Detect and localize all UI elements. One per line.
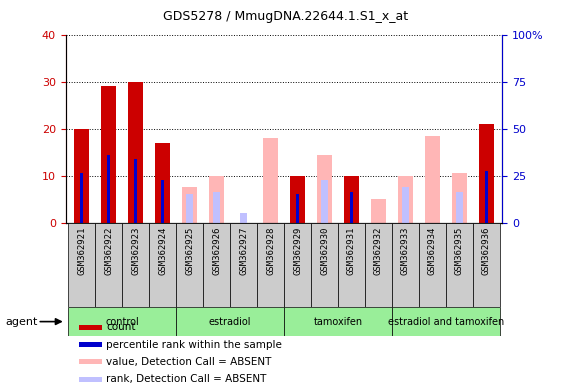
Text: estradiol: estradiol	[209, 316, 251, 327]
Bar	[79, 342, 102, 347]
Text: GSM362927: GSM362927	[239, 227, 248, 275]
Text: GSM362936: GSM362936	[482, 227, 491, 275]
Bar	[371, 199, 386, 223]
Bar	[182, 187, 197, 223]
FancyBboxPatch shape	[203, 223, 230, 307]
Text: GSM362934: GSM362934	[428, 227, 437, 275]
Bar	[350, 192, 353, 223]
Text: GSM362930: GSM362930	[320, 227, 329, 275]
Bar	[128, 82, 143, 223]
Bar	[398, 176, 413, 223]
FancyBboxPatch shape	[176, 307, 284, 336]
FancyBboxPatch shape	[365, 223, 392, 307]
Text: estradiol and tamoxifen: estradiol and tamoxifen	[388, 316, 504, 327]
Bar	[456, 192, 463, 223]
Bar	[263, 138, 278, 223]
Bar	[240, 214, 247, 223]
Text: count: count	[106, 322, 135, 332]
Bar	[134, 159, 138, 223]
Text: GSM362928: GSM362928	[266, 227, 275, 275]
FancyBboxPatch shape	[257, 223, 284, 307]
FancyBboxPatch shape	[284, 223, 311, 307]
Text: GSM362933: GSM362933	[401, 227, 410, 275]
Bar	[187, 195, 193, 223]
FancyBboxPatch shape	[392, 307, 500, 336]
Bar	[452, 173, 467, 223]
FancyBboxPatch shape	[446, 223, 473, 307]
Bar	[74, 129, 89, 223]
Bar	[321, 180, 328, 223]
Text: agent: agent	[6, 316, 38, 327]
FancyBboxPatch shape	[311, 223, 338, 307]
Text: percentile rank within the sample: percentile rank within the sample	[106, 339, 282, 349]
Text: GSM362932: GSM362932	[374, 227, 383, 275]
FancyBboxPatch shape	[284, 307, 392, 336]
Text: GSM362924: GSM362924	[158, 227, 167, 275]
Text: GSM362923: GSM362923	[131, 227, 140, 275]
Text: rank, Detection Call = ABSENT: rank, Detection Call = ABSENT	[106, 374, 267, 384]
FancyBboxPatch shape	[95, 223, 122, 307]
FancyBboxPatch shape	[419, 223, 446, 307]
Bar	[107, 154, 110, 223]
Text: value, Detection Call = ABSENT: value, Detection Call = ABSENT	[106, 357, 271, 367]
Bar	[209, 176, 224, 223]
FancyBboxPatch shape	[473, 223, 500, 307]
Bar	[425, 136, 440, 223]
Bar	[214, 192, 220, 223]
Bar	[80, 173, 83, 223]
Bar	[161, 180, 164, 223]
Bar	[317, 154, 332, 223]
FancyBboxPatch shape	[69, 307, 176, 336]
FancyBboxPatch shape	[149, 223, 176, 307]
FancyBboxPatch shape	[122, 223, 149, 307]
Bar	[479, 124, 494, 223]
Text: GSM362925: GSM362925	[185, 227, 194, 275]
Text: tamoxifen: tamoxifen	[313, 316, 363, 327]
Text: GSM362926: GSM362926	[212, 227, 221, 275]
Bar	[296, 195, 299, 223]
Bar	[79, 325, 102, 330]
FancyBboxPatch shape	[338, 223, 365, 307]
Bar	[344, 176, 359, 223]
Text: GSM362929: GSM362929	[293, 227, 302, 275]
Bar	[155, 143, 170, 223]
Bar	[79, 359, 102, 364]
FancyBboxPatch shape	[392, 223, 419, 307]
Text: control: control	[106, 316, 139, 327]
Text: GSM362935: GSM362935	[455, 227, 464, 275]
Text: GSM362921: GSM362921	[77, 227, 86, 275]
Bar	[102, 86, 116, 223]
Bar	[402, 187, 409, 223]
Text: GDS5278 / MmugDNA.22644.1.S1_x_at: GDS5278 / MmugDNA.22644.1.S1_x_at	[163, 10, 408, 23]
Bar	[290, 176, 305, 223]
FancyBboxPatch shape	[69, 223, 95, 307]
Text: GSM362922: GSM362922	[104, 227, 113, 275]
Text: GSM362931: GSM362931	[347, 227, 356, 275]
FancyBboxPatch shape	[230, 223, 257, 307]
Bar	[79, 377, 102, 382]
Bar	[485, 171, 488, 223]
FancyBboxPatch shape	[176, 223, 203, 307]
